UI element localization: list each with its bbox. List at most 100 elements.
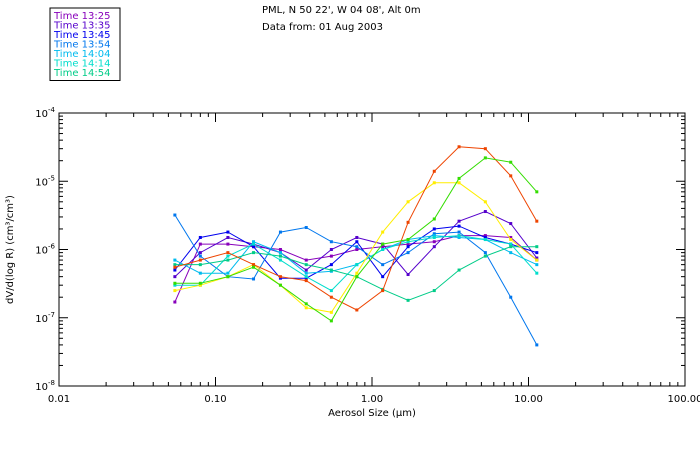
data-point xyxy=(432,234,436,238)
data-point xyxy=(381,275,385,279)
data-point xyxy=(355,275,359,279)
data-point xyxy=(173,258,177,262)
data-point xyxy=(226,254,230,258)
data-point xyxy=(198,235,202,239)
data-point xyxy=(329,263,333,267)
y-tick-exponent: -7 xyxy=(48,311,55,319)
data-point xyxy=(406,242,410,246)
data-point xyxy=(198,283,202,287)
x-tick-label: 0.10 xyxy=(204,394,226,405)
data-point xyxy=(432,235,436,239)
data-point xyxy=(226,242,230,246)
data-point xyxy=(432,181,436,185)
data-point xyxy=(355,245,359,249)
data-point xyxy=(278,283,282,287)
data-point xyxy=(226,275,230,279)
data-point xyxy=(252,265,256,269)
data-point xyxy=(535,263,539,267)
y-tick-label: 10-7 xyxy=(35,311,55,325)
data-point xyxy=(329,248,333,251)
data-point xyxy=(457,145,461,149)
chart-title: PML, N 50 22', W 04 08', Alt 0m Data fro… xyxy=(262,5,421,33)
data-point xyxy=(329,289,333,293)
data-point xyxy=(226,230,230,234)
data-point xyxy=(406,200,410,204)
data-point xyxy=(483,234,487,238)
data-point xyxy=(278,275,282,279)
data-point xyxy=(304,306,308,310)
series-4 xyxy=(173,234,539,275)
data-point xyxy=(406,298,410,302)
data-point xyxy=(304,263,308,267)
data-point xyxy=(509,222,513,226)
data-point xyxy=(509,251,513,255)
data-point xyxy=(226,271,230,275)
data-point xyxy=(406,251,410,255)
chart-title-line-location: PML, N 50 22', W 04 08', Alt 0m xyxy=(262,5,421,16)
data-point xyxy=(432,232,436,236)
y-tick-exponent: -6 xyxy=(48,243,56,251)
x-tick-label: 100.00 xyxy=(668,394,700,405)
legend-entry: Time 14:04 xyxy=(53,49,110,60)
data-point xyxy=(381,245,385,249)
data-point xyxy=(535,258,539,262)
y-tick-base: 10 xyxy=(35,177,48,188)
data-point xyxy=(381,289,385,293)
data-point xyxy=(198,263,202,267)
y-tick-label: 10-4 xyxy=(35,106,55,120)
data-point xyxy=(457,219,461,223)
data-point xyxy=(304,302,308,306)
data-point xyxy=(304,258,308,262)
data-point xyxy=(252,251,256,255)
data-point xyxy=(509,160,513,164)
data-point xyxy=(432,217,436,221)
data-point xyxy=(457,181,461,185)
data-point xyxy=(406,273,410,277)
data-point xyxy=(535,271,539,275)
data-point xyxy=(509,295,513,299)
data-point xyxy=(329,268,333,272)
data-point xyxy=(406,220,410,224)
data-point xyxy=(329,310,333,314)
legend-entry: Time 13:45 xyxy=(53,30,110,41)
data-point xyxy=(432,245,436,249)
data-series xyxy=(173,145,539,347)
data-point xyxy=(483,238,487,242)
x-tick-label: 0.01 xyxy=(48,394,70,405)
data-point xyxy=(252,277,256,281)
data-point xyxy=(381,248,385,251)
x-tick-label: 1.00 xyxy=(361,394,383,405)
data-point xyxy=(406,245,410,249)
data-point xyxy=(355,248,359,251)
data-point xyxy=(226,251,230,255)
data-point xyxy=(173,213,177,217)
data-point xyxy=(226,235,230,239)
data-point xyxy=(329,295,333,299)
x-tick-label: 10.00 xyxy=(514,394,543,405)
series-0 xyxy=(173,234,539,304)
legend-entry: Time 13:35 xyxy=(53,21,110,32)
data-point xyxy=(226,258,230,262)
data-point xyxy=(381,230,385,234)
data-point xyxy=(483,235,487,239)
y-tick-base: 10 xyxy=(35,314,48,325)
data-point xyxy=(381,263,385,267)
data-point xyxy=(457,235,461,239)
legend-entry: Time 13:25 xyxy=(53,11,110,22)
data-point xyxy=(278,276,282,280)
data-point xyxy=(173,268,177,272)
y-tick-label: 10-8 xyxy=(35,379,55,393)
data-point xyxy=(329,319,333,323)
data-point xyxy=(173,300,177,304)
y-tick-exponent: -5 xyxy=(48,174,55,182)
data-point xyxy=(304,268,308,272)
data-point xyxy=(304,276,308,280)
data-point xyxy=(329,254,333,258)
data-point xyxy=(483,200,487,204)
data-point xyxy=(304,279,308,283)
data-point xyxy=(355,271,359,275)
data-point xyxy=(173,275,177,279)
data-point xyxy=(173,289,177,293)
data-point xyxy=(457,224,461,228)
